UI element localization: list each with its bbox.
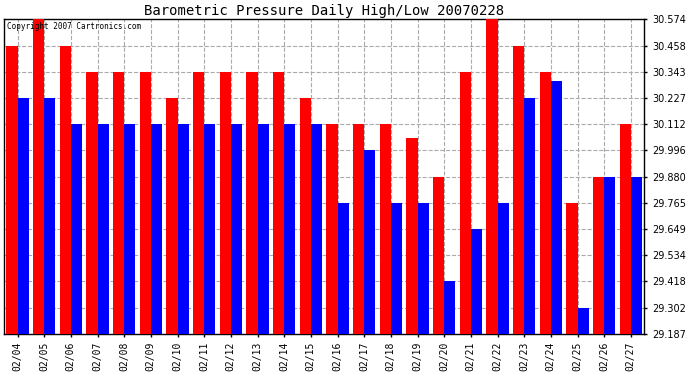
Bar (193, 72, 204, 334)
Bar (139, 72, 151, 334)
Bar (631, 177, 642, 334)
Bar (364, 150, 375, 334)
Text: Copyright 2007 Cartronics.com: Copyright 2007 Cartronics.com (8, 22, 141, 32)
Bar (219, 72, 231, 334)
Bar (204, 124, 215, 334)
Bar (86, 72, 97, 334)
Bar (566, 203, 578, 334)
Title: Barometric Pressure Daily High/Low 20070228: Barometric Pressure Daily High/Low 20070… (144, 4, 504, 18)
Bar (97, 124, 109, 334)
Bar (6, 46, 17, 334)
Bar (337, 203, 348, 334)
Bar (231, 124, 242, 334)
Bar (299, 98, 311, 334)
Bar (124, 124, 135, 334)
Bar (497, 203, 509, 334)
Bar (33, 20, 44, 334)
Bar (17, 98, 29, 334)
Bar (353, 124, 364, 334)
Bar (380, 124, 391, 334)
Bar (540, 72, 551, 334)
Bar (284, 124, 295, 334)
Bar (406, 138, 417, 334)
Bar (59, 46, 71, 334)
Bar (391, 203, 402, 334)
Bar (166, 98, 177, 334)
Bar (417, 203, 428, 334)
Bar (326, 124, 337, 334)
Bar (177, 124, 188, 334)
Bar (471, 229, 482, 334)
Bar (486, 20, 497, 334)
Bar (246, 72, 257, 334)
Bar (311, 124, 322, 334)
Bar (513, 46, 524, 334)
Bar (44, 98, 55, 334)
Bar (151, 124, 162, 334)
Bar (433, 177, 444, 334)
Bar (593, 177, 604, 334)
Bar (257, 124, 268, 334)
Bar (578, 308, 589, 334)
Bar (604, 177, 615, 334)
Bar (273, 72, 284, 334)
Bar (71, 124, 82, 334)
Bar (620, 124, 631, 334)
Bar (460, 72, 471, 334)
Bar (113, 72, 124, 334)
Bar (524, 98, 535, 334)
Bar (551, 81, 562, 334)
Bar (444, 282, 455, 334)
